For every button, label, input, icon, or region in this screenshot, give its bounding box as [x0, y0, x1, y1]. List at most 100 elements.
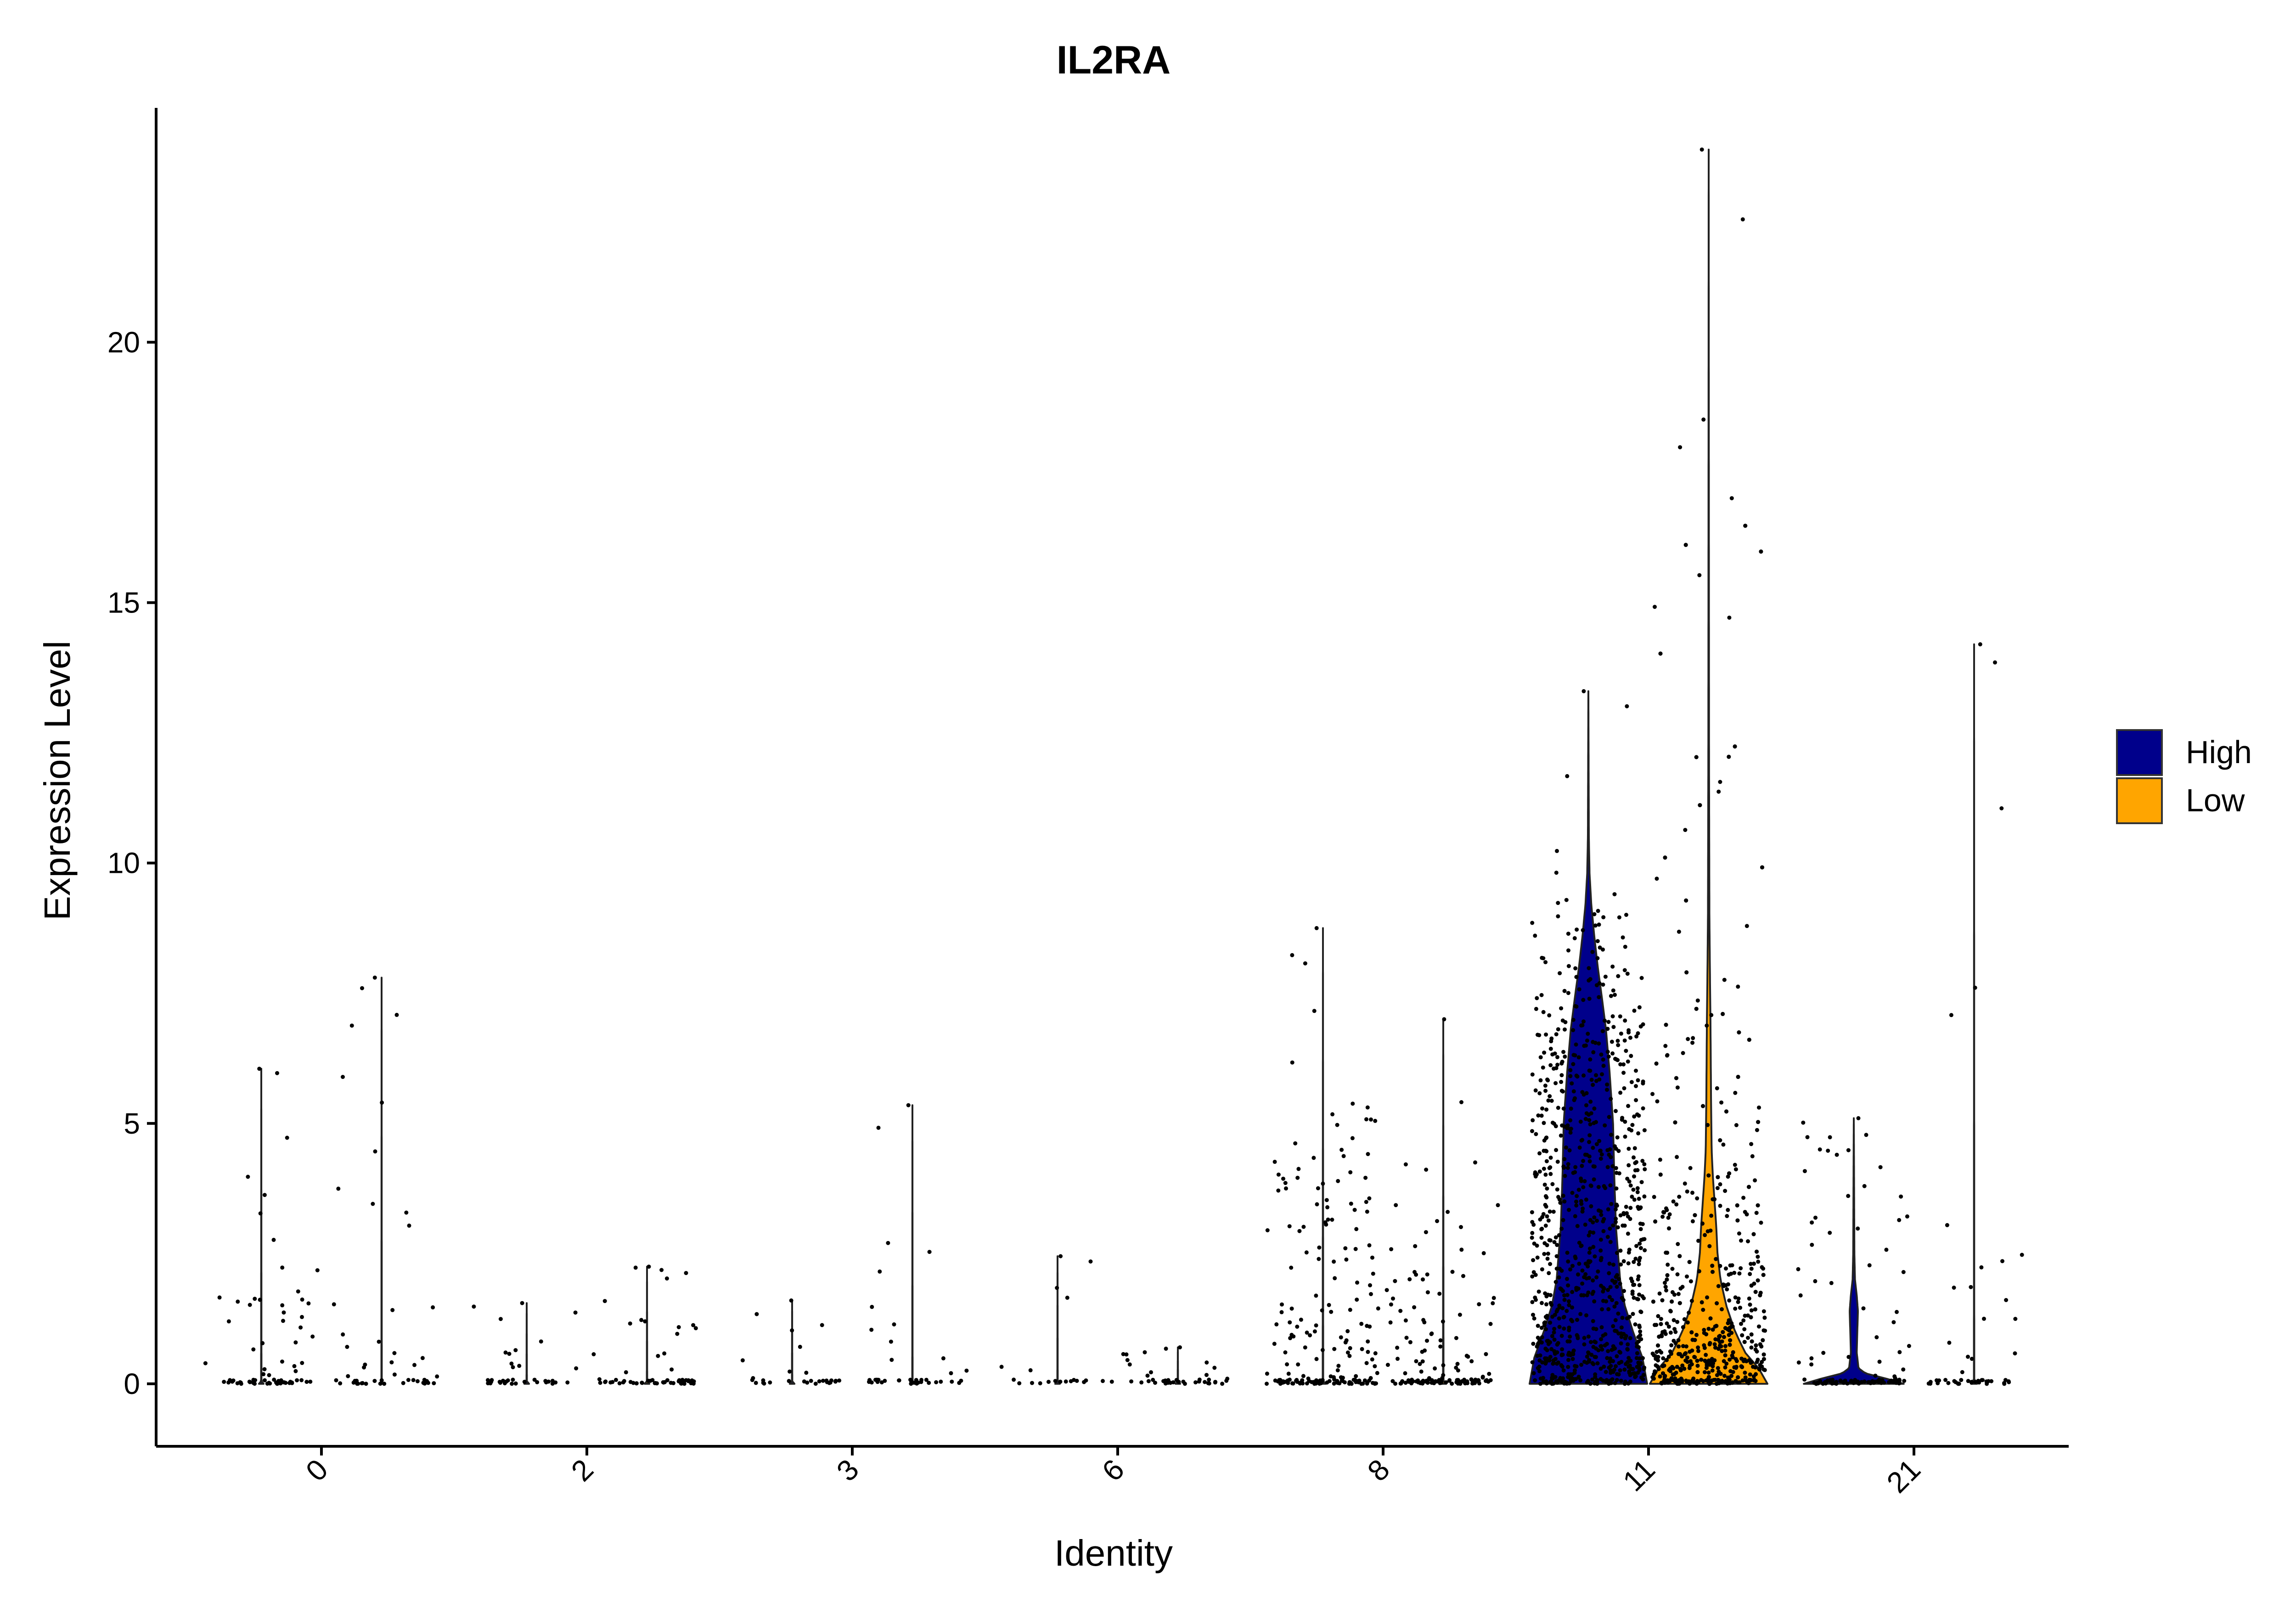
data-point [591, 1352, 596, 1356]
data-point [1593, 1164, 1597, 1169]
data-point [1562, 1165, 1566, 1170]
data-point [1570, 1191, 1575, 1195]
data-point [1689, 1298, 1694, 1303]
violin-group-high-0 [203, 1067, 320, 1386]
data-point [1342, 1380, 1347, 1385]
data-point [1348, 1346, 1352, 1350]
data-point [1706, 1326, 1711, 1331]
data-point [1747, 1185, 1751, 1189]
data-point [1545, 1243, 1549, 1247]
data-point [1846, 1148, 1851, 1152]
data-point [1761, 1273, 1766, 1277]
data-point [643, 1319, 647, 1324]
data-point [1634, 1160, 1638, 1164]
data-point [1561, 1050, 1566, 1054]
data-point [1748, 1372, 1752, 1377]
data-point [1279, 1310, 1284, 1315]
data-point [1164, 1346, 1168, 1351]
data-point [1193, 1380, 1198, 1385]
data-point [1566, 948, 1570, 953]
data-point [870, 1304, 874, 1309]
data-point [1053, 1379, 1058, 1383]
data-point [1595, 956, 1600, 961]
data-point [1733, 1306, 1738, 1311]
data-point [1733, 1163, 1737, 1167]
data-point [1574, 1286, 1579, 1290]
data-point [1533, 1378, 1537, 1382]
data-point [1552, 1326, 1557, 1331]
data-point [1571, 1089, 1576, 1094]
data-point [378, 1382, 383, 1386]
data-point [809, 1379, 813, 1383]
data-point [1539, 993, 1544, 997]
data-point [1636, 1078, 1640, 1083]
data-point [1437, 1378, 1441, 1382]
data-point [1638, 1227, 1643, 1231]
data-point [246, 1174, 250, 1179]
data-point [1632, 1296, 1636, 1300]
data-point [1416, 1378, 1420, 1383]
data-point [1614, 1146, 1618, 1151]
data-point [927, 1381, 931, 1385]
data-point [690, 1378, 694, 1382]
data-point [1611, 988, 1615, 993]
data-point [1716, 1366, 1720, 1371]
data-point [1592, 1215, 1597, 1220]
data-point [1623, 944, 1627, 949]
data-point [1615, 1135, 1620, 1140]
data-point [1557, 1275, 1561, 1280]
data-point [1675, 1272, 1680, 1276]
data-point [1999, 806, 2004, 810]
data-point [1558, 971, 1562, 976]
data-point [1567, 1303, 1571, 1307]
data-point [1546, 1098, 1551, 1103]
data-point [1663, 1281, 1667, 1285]
data-point [1702, 1328, 1706, 1332]
data-point [1959, 1378, 1964, 1382]
data-point [1677, 1381, 1681, 1386]
data-point [1563, 1054, 1567, 1059]
data-point [1588, 1122, 1593, 1127]
data-point [1542, 1252, 1547, 1256]
data-point [1604, 1370, 1608, 1374]
data-point [1641, 1377, 1645, 1382]
data-point [1740, 1365, 1745, 1369]
data-point [1300, 1381, 1305, 1386]
data-point [1311, 1156, 1316, 1160]
data-point [1459, 1225, 1463, 1229]
data-point [1698, 803, 1702, 808]
data-point [1701, 1379, 1705, 1383]
data-point [1603, 1332, 1608, 1337]
data-point [1849, 1378, 1853, 1383]
data-point [1731, 1350, 1735, 1354]
data-point [1332, 1347, 1337, 1351]
data-point [787, 1379, 791, 1383]
data-point [1722, 1359, 1726, 1363]
data-point [1573, 1256, 1578, 1260]
data-point [1622, 1367, 1627, 1372]
data-point [1364, 1117, 1368, 1122]
data-point [949, 1371, 953, 1376]
data-point [1704, 1353, 1708, 1357]
data-point [1553, 1352, 1557, 1356]
data-point [1541, 1212, 1546, 1216]
data-point [1608, 1240, 1613, 1244]
data-point [1690, 1219, 1695, 1224]
data-point [1576, 1336, 1580, 1340]
data-point [1559, 1079, 1564, 1084]
data-point [1591, 1146, 1595, 1150]
data-point [1739, 1321, 1743, 1326]
data-point [1531, 1270, 1536, 1275]
data-point [1566, 1365, 1570, 1369]
data-point [546, 1379, 551, 1384]
data-point [892, 1322, 896, 1326]
data-point [1728, 1263, 1733, 1268]
data-point [1653, 1323, 1657, 1327]
data-point [1598, 1237, 1603, 1242]
violin-points-low-11 [1650, 147, 1767, 1386]
data-point [1557, 1325, 1562, 1329]
data-point [1466, 1354, 1470, 1359]
data-point [1542, 1121, 1546, 1125]
data-point [1614, 1329, 1619, 1333]
data-point [261, 1372, 266, 1377]
